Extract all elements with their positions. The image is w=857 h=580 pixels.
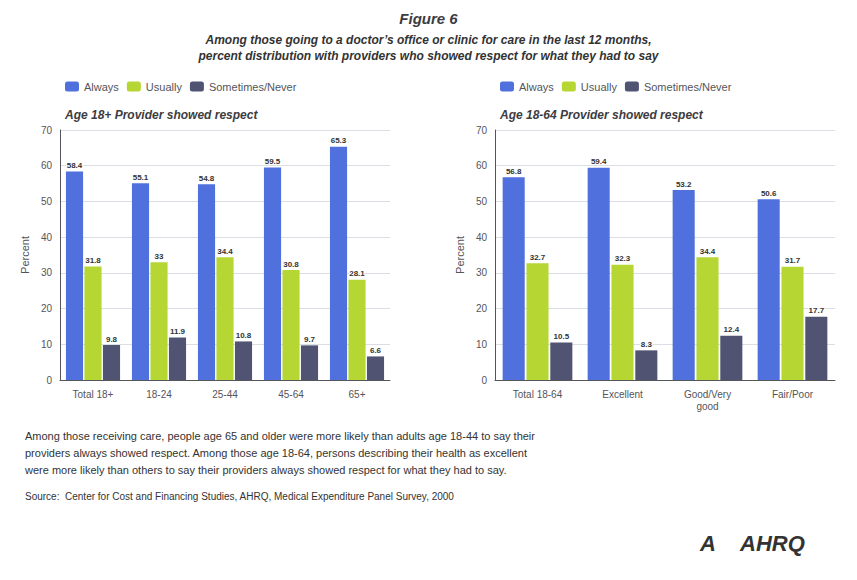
svg-text:70: 70 — [476, 125, 488, 136]
svg-text:32.7: 32.7 — [530, 253, 546, 262]
svg-text:Figure 6: Figure 6 — [399, 10, 458, 27]
svg-text:40: 40 — [476, 232, 488, 243]
svg-text:providers always showed respec: providers always showed respect. Among t… — [25, 447, 527, 459]
svg-text:Fair/Poor: Fair/Poor — [772, 389, 814, 400]
svg-text:50: 50 — [41, 196, 53, 207]
svg-text:12.4: 12.4 — [724, 325, 740, 334]
svg-text:9.7: 9.7 — [304, 335, 316, 344]
svg-text:56.8: 56.8 — [506, 167, 522, 176]
svg-text:18-24: 18-24 — [146, 389, 172, 400]
svg-text:45-64: 45-64 — [278, 389, 304, 400]
svg-text:Source: Center for Cost and F: Source: Center for Cost and Financing St… — [25, 491, 454, 502]
svg-text:11.9: 11.9 — [170, 327, 186, 336]
svg-text:25-44: 25-44 — [212, 389, 238, 400]
svg-text:31.8: 31.8 — [85, 256, 101, 265]
svg-text:70: 70 — [41, 125, 53, 136]
svg-text:54.8: 54.8 — [199, 174, 215, 183]
svg-text:A: A — [699, 531, 716, 556]
svg-text:10.8: 10.8 — [236, 331, 252, 340]
svg-text:Always: Always — [519, 81, 554, 93]
svg-text:0: 0 — [481, 375, 487, 386]
svg-text:34.4: 34.4 — [217, 247, 233, 256]
svg-text:34.4: 34.4 — [700, 247, 716, 256]
svg-text:6.6: 6.6 — [370, 346, 382, 355]
svg-text:0: 0 — [46, 375, 52, 386]
svg-text:good: good — [696, 401, 718, 412]
svg-text:32.3: 32.3 — [615, 254, 631, 263]
svg-text:8.3: 8.3 — [641, 340, 653, 349]
svg-text:60: 60 — [476, 160, 488, 171]
svg-text:Excellent: Excellent — [602, 389, 643, 400]
svg-text:Age 18+ Provider showed respec: Age 18+ Provider showed respect — [64, 108, 258, 122]
svg-text:Percent: Percent — [454, 236, 466, 274]
svg-text:53.2: 53.2 — [676, 180, 692, 189]
svg-text:59.5: 59.5 — [265, 157, 281, 166]
svg-text:Percent: Percent — [19, 236, 31, 274]
svg-text:65.3: 65.3 — [331, 136, 347, 145]
svg-text:58.4: 58.4 — [67, 161, 83, 170]
svg-text:Always: Always — [84, 81, 119, 93]
svg-text:28.1: 28.1 — [349, 269, 365, 278]
svg-text:30: 30 — [476, 267, 488, 278]
svg-text:Sometimes/Never: Sometimes/Never — [209, 81, 297, 93]
svg-text:55.1: 55.1 — [133, 173, 149, 182]
svg-text:10.5: 10.5 — [554, 332, 570, 341]
svg-text:Age 18-64 Provider showed resp: Age 18-64 Provider showed respect — [499, 108, 704, 122]
svg-text:10: 10 — [41, 339, 53, 350]
svg-text:40: 40 — [41, 232, 53, 243]
svg-text:Total 18+: Total 18+ — [73, 389, 114, 400]
svg-text:10: 10 — [476, 339, 488, 350]
svg-text:Among those going to a doctor’: Among those going to a doctor’s office o… — [204, 33, 651, 47]
svg-text:9.8: 9.8 — [106, 335, 118, 344]
svg-text:30.8: 30.8 — [283, 260, 299, 269]
svg-text:20: 20 — [476, 303, 488, 314]
svg-text:Usually: Usually — [581, 81, 618, 93]
svg-text:percent distribution with prov: percent distribution with providers who … — [197, 49, 659, 63]
svg-text:50.6: 50.6 — [761, 189, 777, 198]
svg-text:50: 50 — [476, 196, 488, 207]
svg-text:20: 20 — [41, 303, 53, 314]
svg-text:60: 60 — [41, 160, 53, 171]
svg-text:AHRQ: AHRQ — [739, 531, 805, 556]
svg-text:Sometimes/Never: Sometimes/Never — [644, 81, 732, 93]
svg-text:17.7: 17.7 — [809, 306, 825, 315]
svg-text:59.4: 59.4 — [591, 157, 607, 166]
svg-text:Usually: Usually — [146, 81, 183, 93]
svg-text:Total 18-64: Total 18-64 — [513, 389, 563, 400]
svg-text:31.7: 31.7 — [785, 256, 801, 265]
svg-text:Among those receiving care, pe: Among those receiving care, people age 6… — [25, 430, 535, 442]
svg-text:65+: 65+ — [349, 389, 366, 400]
svg-text:Good/Very: Good/Very — [684, 389, 731, 400]
svg-text:30: 30 — [41, 267, 53, 278]
svg-text:were more likely than others t: were more likely than others to say thei… — [24, 464, 507, 476]
svg-text:33: 33 — [155, 252, 164, 261]
